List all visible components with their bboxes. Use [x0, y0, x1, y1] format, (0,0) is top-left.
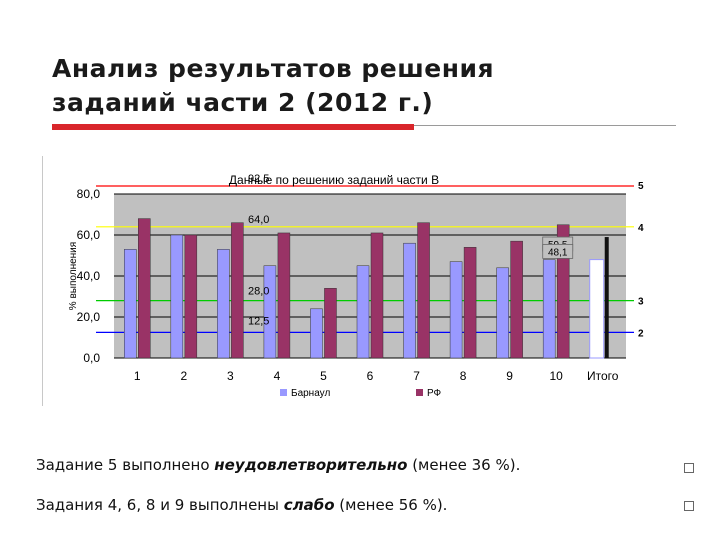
legend-swatch-barnaul	[280, 389, 287, 396]
note1-emphasis: неудовлетворительно	[214, 456, 408, 474]
left-divider	[42, 156, 43, 406]
note2-emphasis: слабо	[283, 496, 335, 514]
slide-title: Анализ результатов решения заданий части…	[52, 52, 612, 120]
x-tick-label: Итого	[587, 369, 619, 383]
bar-barnaul	[356, 265, 370, 359]
slide-title-line1: Анализ результатов решения	[52, 54, 495, 83]
bar-barnaul	[310, 308, 323, 359]
x-tick-label: 1	[134, 369, 141, 383]
note-line-1: Задание 5 выполнено неудовлетворительно …	[36, 456, 520, 474]
bar-rf	[463, 247, 477, 359]
legend-swatch-rf	[416, 389, 423, 396]
bar-rf	[370, 232, 384, 359]
reference-value-label: 28,0	[248, 286, 269, 298]
bullet-icon	[684, 463, 694, 473]
bar-barnaul	[403, 242, 416, 359]
grade-label: 2	[638, 328, 644, 339]
chart-title: Данные по решению заданий части В	[229, 173, 439, 187]
bar-rf	[184, 234, 198, 359]
bar-barnaul	[542, 259, 556, 359]
bar-barnaul	[217, 249, 230, 359]
note2-pre: Задания 4, 6, 8 и 9 выполнены	[36, 496, 284, 514]
x-tick-label: 4	[274, 369, 281, 383]
bar-barnaul-total	[589, 259, 605, 359]
y-tick-label: 80,0	[77, 187, 101, 201]
legend-label: РФ	[427, 388, 442, 399]
bar-chart: 0,0 20,0 40,0 60,0 80,0 5 4 3 2 1 2 3 4 5 6 7 8 9 10 Итого Д…	[62, 160, 650, 412]
grade-label: 4	[638, 223, 644, 234]
bar-barnaul	[449, 261, 463, 359]
bar-barnaul	[170, 234, 184, 359]
bar-rf-total	[604, 237, 609, 358]
bar-rf	[417, 222, 430, 359]
y-tick-label: 0,0	[83, 351, 100, 365]
title-underline-gray	[414, 125, 676, 126]
grade-label: 5	[638, 181, 644, 192]
chart-container: 0,0 20,0 40,0 60,0 80,0 5 4 3 2 1 2 3 4 5 6 7 8 9 10 Итого Д…	[62, 160, 650, 412]
reference-value-label: 12,5	[248, 315, 269, 327]
bullet-icon	[684, 501, 694, 511]
y-tick-label: 60,0	[77, 228, 101, 242]
y-axis-label: % выполнения	[68, 242, 79, 310]
slide-title-line2: заданий части 2 (2012 г.)	[52, 88, 434, 117]
legend-label: Барнаул	[291, 388, 330, 399]
grade-label: 3	[638, 297, 644, 308]
bar-rf	[138, 218, 151, 359]
bar-rf	[510, 240, 523, 359]
bar-barnaul	[124, 249, 137, 359]
reference-value-label: 92,5	[248, 173, 269, 185]
x-tick-label: 3	[227, 369, 234, 383]
point-label: 48,1	[548, 247, 568, 258]
x-tick-label: 5	[320, 369, 327, 383]
note1-post: (менее 36 %).	[407, 456, 521, 474]
x-tick-label: 2	[180, 369, 187, 383]
note-line-2: Задания 4, 6, 8 и 9 выполнены слабо (мен…	[36, 496, 447, 514]
note1-pre: Задание 5 выполнено	[36, 456, 215, 474]
bar-barnaul	[263, 265, 277, 359]
title-underline-red	[52, 124, 414, 130]
x-tick-label: 7	[413, 369, 420, 383]
bar-barnaul	[496, 267, 509, 359]
reference-value-label: 64,0	[248, 214, 269, 226]
bar-rf	[277, 232, 291, 359]
bar-rf	[231, 222, 244, 359]
note2-post: (менее 56 %).	[334, 496, 448, 514]
y-tick-label: 20,0	[77, 310, 101, 324]
x-tick-label: 9	[506, 369, 513, 383]
y-tick-label: 40,0	[77, 269, 101, 283]
x-tick-label: 8	[460, 369, 467, 383]
point-label-box	[542, 243, 574, 259]
x-tick-label: 6	[367, 369, 374, 383]
bar-rf	[324, 288, 337, 359]
x-tick-label: 10	[550, 369, 564, 383]
